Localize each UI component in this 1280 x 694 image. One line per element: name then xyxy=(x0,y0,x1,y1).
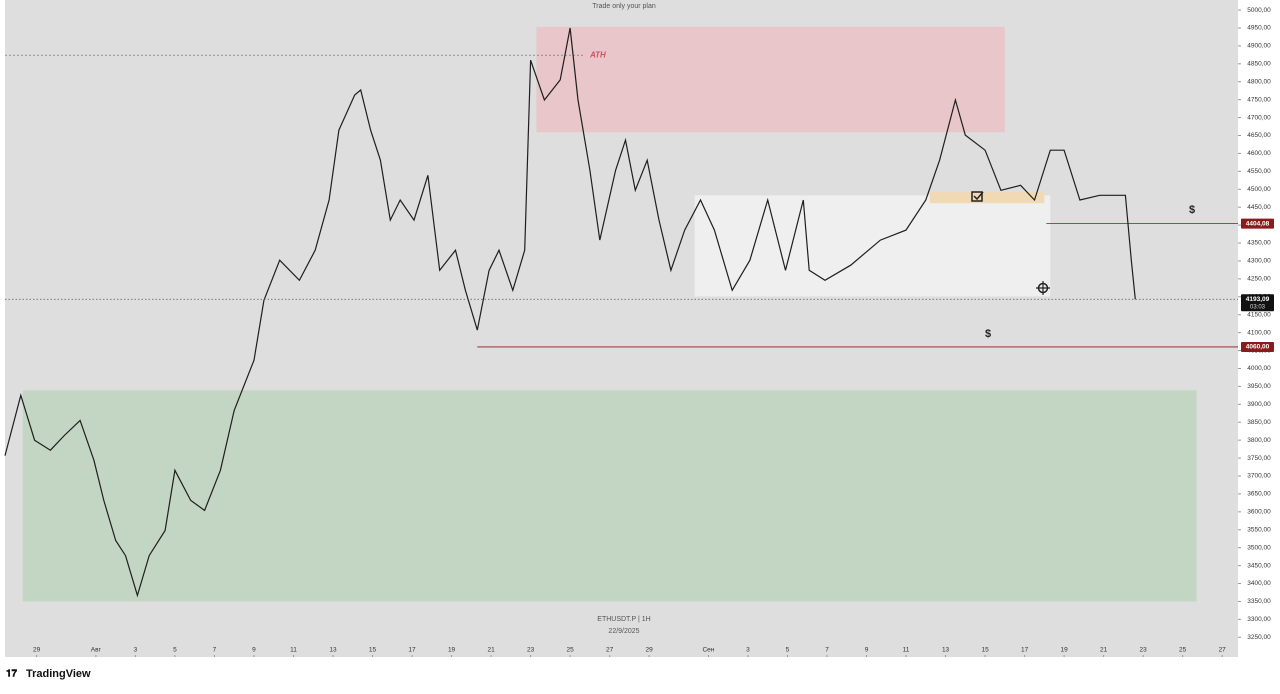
price-line xyxy=(4,27,1136,598)
y-tick-label: 3900,00 xyxy=(1247,401,1271,408)
x-tick-label: 25 xyxy=(567,647,575,654)
last-timer: 03:03 xyxy=(1250,304,1266,310)
y-tick-label: 4600,00 xyxy=(1247,150,1271,157)
x-tick-label: 19 xyxy=(1060,647,1068,654)
y-tick-label: 3450,00 xyxy=(1247,562,1271,569)
y-tick-label: 4250,00 xyxy=(1247,276,1271,283)
x-tick-label: 19 xyxy=(448,647,456,654)
x-tick-label: 13 xyxy=(942,647,950,654)
y-tick-label: 3600,00 xyxy=(1247,509,1271,516)
y-tick-label: 4150,00 xyxy=(1247,311,1271,318)
x-tick-label: 11 xyxy=(290,647,297,654)
date: 22/9/2025 xyxy=(608,628,639,635)
x-tick-label: 3 xyxy=(746,647,750,654)
y-tick-label: 3750,00 xyxy=(1247,455,1271,462)
y-tick-label: 4650,00 xyxy=(1247,132,1271,139)
x-tick-label: 9 xyxy=(252,647,256,654)
x-tick-label: Сен xyxy=(702,647,714,654)
x-tick-label: 25 xyxy=(1179,647,1187,654)
y-tick-label: 4500,00 xyxy=(1247,186,1271,193)
target-icon xyxy=(1036,281,1050,295)
y-tick-label: 4000,00 xyxy=(1247,365,1271,372)
y-tick-label: 4750,00 xyxy=(1247,96,1271,103)
annotation: $ xyxy=(985,328,991,340)
y-tick-label: 3550,00 xyxy=(1247,526,1271,533)
x-tick-label: 21 xyxy=(1100,647,1108,654)
x-tick-label: 29 xyxy=(646,647,654,654)
y-tick-label: 3400,00 xyxy=(1247,580,1271,587)
svg-text:𝟏𝟕: 𝟏𝟕 xyxy=(6,669,18,680)
price-axis xyxy=(1238,0,1280,657)
x-tick-label: 23 xyxy=(527,647,535,654)
y-tick-label: 3350,00 xyxy=(1247,598,1271,605)
y-tick-label: 3500,00 xyxy=(1247,544,1271,551)
x-tick-label: 5 xyxy=(173,647,177,654)
zone xyxy=(536,26,1005,133)
x-tick-label: 17 xyxy=(408,647,416,654)
x-tick-label: 7 xyxy=(213,647,217,654)
y-tick-label: 3800,00 xyxy=(1247,437,1271,444)
last-badge xyxy=(1241,294,1274,312)
ath-label: ATH xyxy=(589,50,606,59)
level-label: 4060,00 xyxy=(1246,344,1270,351)
x-tick-label: 11 xyxy=(903,647,910,654)
x-tick-label: 9 xyxy=(865,647,869,654)
y-tick-label: 4350,00 xyxy=(1247,240,1271,247)
x-tick-label: 17 xyxy=(1021,647,1029,654)
title: Trade only your plan xyxy=(592,3,656,10)
y-tick-label: 4550,00 xyxy=(1247,168,1271,175)
annotation: $ xyxy=(1189,204,1195,216)
brand: TradingView xyxy=(26,668,91,680)
last-label: 4193,09 xyxy=(1246,296,1270,303)
y-tick-label: 4800,00 xyxy=(1247,78,1271,85)
level-badge xyxy=(1241,341,1274,352)
logo: 𝟏𝟕 xyxy=(6,669,18,680)
level-badge xyxy=(1241,218,1274,229)
x-tick-label: 5 xyxy=(786,647,790,654)
y-tick-label: 5000,00 xyxy=(1247,7,1271,14)
x-tick-label: 15 xyxy=(369,647,377,654)
y-tick-label: 3850,00 xyxy=(1247,419,1271,426)
y-tick-label: 4450,00 xyxy=(1247,204,1271,211)
x-tick-label: 29 xyxy=(33,647,41,654)
zone xyxy=(929,192,1045,204)
level-label: 4404,08 xyxy=(1246,220,1270,227)
zone xyxy=(694,195,1051,297)
check-icon xyxy=(971,191,984,202)
x-tick-label: 27 xyxy=(1219,647,1227,654)
y-tick-label: 3250,00 xyxy=(1247,634,1271,641)
x-tick-label: 13 xyxy=(329,647,337,654)
y-tick-label: 4700,00 xyxy=(1247,114,1271,121)
y-tick-label: 3300,00 xyxy=(1247,616,1271,623)
y-tick-label: 4900,00 xyxy=(1247,43,1271,50)
y-tick-label: 4950,00 xyxy=(1247,25,1271,32)
zone xyxy=(22,390,1197,602)
symbol: ETHUSDT.P | 1H xyxy=(597,616,650,623)
x-tick-label: 23 xyxy=(1140,647,1148,654)
y-tick-label: 3950,00 xyxy=(1247,383,1271,390)
x-tick-label: 7 xyxy=(825,647,829,654)
x-tick-label: 21 xyxy=(487,647,495,654)
x-tick-label: 15 xyxy=(981,647,989,654)
x-tick-label: Авг xyxy=(91,647,102,654)
y-tick-label: 3650,00 xyxy=(1247,491,1271,498)
x-tick-label: 3 xyxy=(134,647,138,654)
y-tick-label: 4300,00 xyxy=(1247,258,1271,265)
y-tick-label: 3700,00 xyxy=(1247,473,1271,480)
y-tick-label: 4100,00 xyxy=(1247,329,1271,336)
x-tick-label: 27 xyxy=(606,647,614,654)
y-tick-label: 4850,00 xyxy=(1247,61,1271,68)
